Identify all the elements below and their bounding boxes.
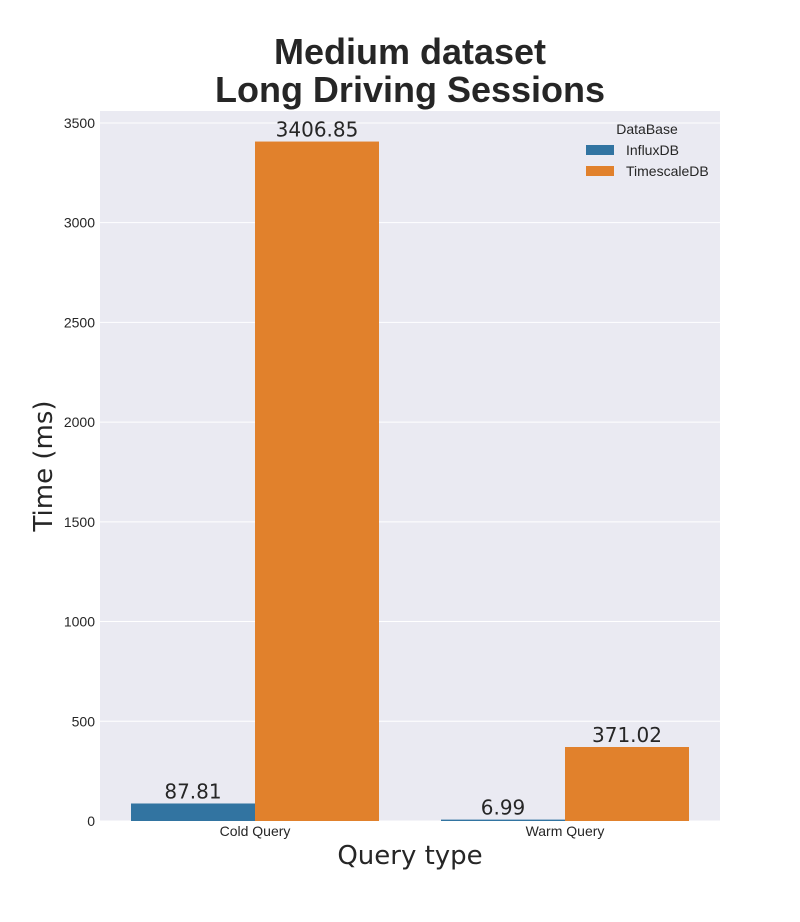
- bar-value-label: 3406.85: [276, 118, 359, 142]
- bar-influxdb-warm-query: [441, 819, 565, 821]
- bar-value-label: 87.81: [164, 779, 221, 803]
- y-tick-label: 0: [87, 813, 95, 829]
- plot-area: [100, 111, 720, 821]
- chart-title-line-1: Medium dataset: [274, 31, 546, 72]
- legend-label-timescaledb: TimescaleDB: [626, 163, 709, 179]
- y-tick-label: 1500: [64, 514, 95, 530]
- y-tick-label: 2000: [64, 414, 95, 430]
- bar-value-labels: 87.81 3406.85 6.99 371.02: [164, 118, 662, 820]
- legend: DataBase InfluxDB TimescaleDB: [586, 121, 709, 179]
- bars: [131, 141, 689, 822]
- legend-label-influxdb: InfluxDB: [626, 142, 679, 158]
- y-axis-label: Time (ms): [29, 400, 59, 532]
- x-axis-label: Query type: [337, 841, 482, 871]
- bar-timescaledb-warm-query: [565, 747, 689, 821]
- legend-swatch-influxdb: [586, 145, 614, 155]
- y-axis-ticks: 0 500 1000 1500 2000 2500 3000 3500: [64, 115, 95, 829]
- y-tick-label: 3000: [64, 215, 95, 231]
- bar-value-label: 371.02: [592, 723, 662, 747]
- legend-swatch-timescaledb: [586, 166, 614, 176]
- y-tick-label: 2500: [64, 314, 95, 330]
- x-axis-ticks: Cold Query Warm Query: [220, 823, 605, 839]
- bar-value-label: 6.99: [481, 796, 526, 820]
- x-tick-label: Cold Query: [220, 823, 291, 839]
- bar-timescaledb-cold-query: [255, 141, 379, 822]
- y-tick-label: 3500: [64, 115, 95, 131]
- legend-title: DataBase: [616, 121, 678, 137]
- y-tick-label: 500: [72, 713, 96, 729]
- chart-title-line-2: Long Driving Sessions: [215, 69, 605, 110]
- y-tick-label: 1000: [64, 614, 95, 630]
- bar-influxdb-cold-query: [131, 803, 255, 821]
- x-tick-label: Warm Query: [526, 823, 605, 839]
- gridlines: [100, 122, 720, 822]
